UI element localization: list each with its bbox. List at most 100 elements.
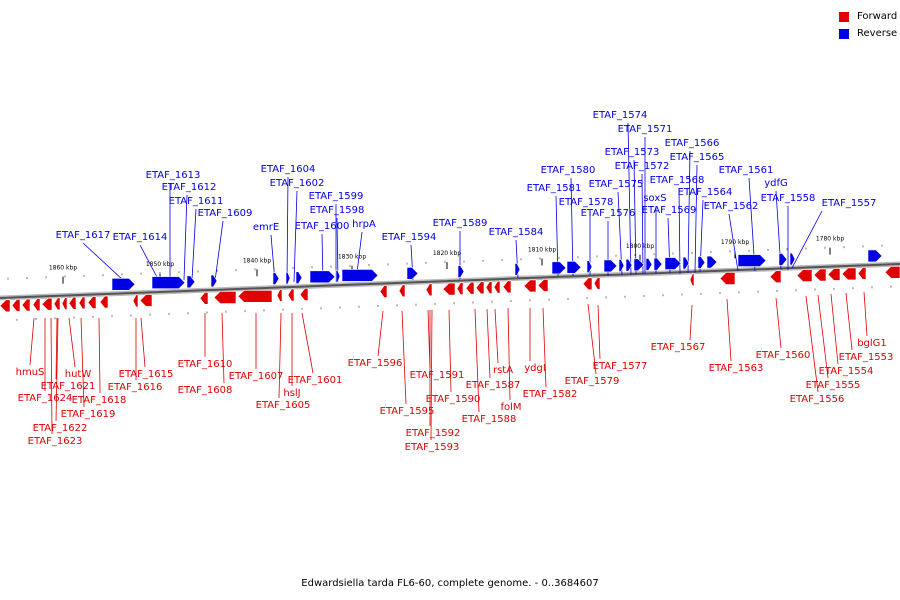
forward-gene-label: ETAF_1584 bbox=[489, 227, 544, 238]
leader-line bbox=[542, 307, 547, 388]
scale-ticks: 1860 kbp 1850 kbp 1840 kbp 1830 kbp 1820 kbp… bbox=[7, 236, 892, 321]
legend: Forward Reverse bbox=[839, 8, 897, 42]
forward-gene-label: ETAF_1573 bbox=[605, 147, 660, 158]
forward-gene-arrow bbox=[457, 265, 465, 278]
reverse-gene-arrow bbox=[841, 267, 857, 281]
reverse-gene-arrow bbox=[99, 295, 109, 309]
leader-line bbox=[687, 150, 691, 274]
reverse-gene-arrow bbox=[41, 297, 53, 311]
reverse-gene-arrow bbox=[87, 296, 97, 309]
forward-gene-label: ETAF_1571 bbox=[618, 124, 673, 135]
forward-gene-arrow bbox=[664, 257, 682, 270]
reverse-gene-arrow bbox=[465, 281, 475, 295]
leader-line bbox=[301, 312, 314, 374]
reverse-gene-arrow bbox=[287, 288, 295, 302]
forward-gene-arrow bbox=[697, 256, 706, 269]
forward-gene-arrow bbox=[514, 263, 521, 276]
reverse-gene-arrow bbox=[813, 268, 827, 282]
reverse-gene-label: ETAF_1615 bbox=[119, 369, 174, 380]
forward-gene-arrow bbox=[706, 255, 718, 269]
forward-gene-label: ETAF_1614 bbox=[113, 232, 168, 243]
leader-line bbox=[641, 173, 644, 275]
leader-line bbox=[430, 309, 433, 441]
reverse-gene-arrow bbox=[53, 297, 61, 311]
legend-item-forward: Forward bbox=[839, 8, 897, 25]
leader-line bbox=[286, 176, 289, 283]
reverse-gene-label: ETAF_1610 bbox=[178, 359, 233, 370]
forward-gene-arrow bbox=[111, 278, 136, 291]
leader-line bbox=[507, 307, 511, 401]
reverse-gene-arrow bbox=[769, 270, 782, 283]
forward-gene-label: ETAF_1612 bbox=[162, 182, 217, 193]
scale-tick-label: 1780 kbp bbox=[816, 236, 844, 243]
reverse-gene-label: ETAF_1595 bbox=[380, 406, 435, 417]
forward-gene-label: ETAF_1602 bbox=[270, 178, 325, 189]
forward-gene-arrow bbox=[566, 261, 582, 274]
forward-gene-label: ETAF_1576 bbox=[581, 208, 636, 219]
leader-line bbox=[293, 190, 298, 283]
leader-line bbox=[863, 291, 868, 337]
forward-gene-arrow bbox=[285, 271, 291, 285]
reverse-gene-arrow bbox=[398, 284, 406, 298]
reverse-gene-arrow bbox=[139, 294, 153, 307]
forward-gene-label: ETAF_1566 bbox=[665, 138, 720, 149]
reverse-gene-arrow bbox=[485, 281, 493, 294]
reverse-gene-label: folM bbox=[500, 402, 521, 413]
leader-line bbox=[139, 244, 159, 280]
reverse-gene-label: ETAF_1560 bbox=[756, 350, 811, 361]
forward-gene-label: emrE bbox=[253, 222, 279, 233]
reverse-gene-label: ETAF_1588 bbox=[462, 414, 517, 425]
forward-gene-label: ETAF_1600 bbox=[295, 221, 350, 232]
forward-gene-label: ETAF_1568 bbox=[650, 175, 705, 186]
scale-tick-label: 1820 kbp bbox=[433, 250, 461, 257]
reverse-gene-arrow bbox=[132, 294, 139, 308]
reverse-gene-arrow bbox=[32, 298, 41, 311]
reverse-gene-arrow bbox=[537, 279, 549, 292]
leader-line bbox=[817, 294, 829, 379]
reverse-gene-label: ETAF_1593 bbox=[405, 442, 460, 453]
reverse-gene-label: ETAF_1555 bbox=[806, 380, 861, 391]
reverse-gene-label: ETAF_1622 bbox=[33, 423, 88, 434]
reverse-gene-arrow bbox=[475, 281, 485, 295]
reverse-gene-label: ETAF_1624 bbox=[18, 393, 73, 404]
reverse-gene-arrow bbox=[582, 277, 593, 291]
reverse-gene-label: hutW bbox=[65, 369, 92, 380]
leader-line bbox=[633, 159, 637, 275]
forward-gene-label: ETAF_1574 bbox=[593, 110, 648, 121]
scale-tick-label: 1810 kbp bbox=[528, 247, 556, 254]
leader-line bbox=[214, 220, 224, 282]
leader-line bbox=[377, 310, 384, 357]
reverse-gene-label: ETAF_1623 bbox=[28, 436, 83, 447]
forward-swatch bbox=[839, 11, 849, 22]
leader-line bbox=[627, 122, 632, 276]
leader-line bbox=[140, 317, 146, 368]
leader-line bbox=[486, 308, 491, 379]
forward-gene-label: ydfG bbox=[764, 178, 788, 189]
forward-gene-arrow bbox=[210, 274, 218, 288]
reverse-gene-arrow bbox=[857, 267, 867, 280]
forward-gene-label: ETAF_1580 bbox=[541, 165, 596, 176]
forward-gene-label: ETAF_1613 bbox=[146, 170, 201, 181]
reverse-gene-arrow bbox=[493, 280, 501, 294]
forward-gene-label: ETAF_1609 bbox=[198, 208, 253, 219]
forward-gene-label: ETAF_1594 bbox=[382, 232, 437, 243]
reverse-gene-label: ETAF_1592 bbox=[406, 428, 461, 439]
reverse-gene-arrow bbox=[11, 299, 21, 312]
forward-gene-arrow bbox=[341, 269, 379, 282]
reverse-gene-arrow bbox=[68, 296, 77, 310]
forward-gene-label: ETAF_1617 bbox=[56, 230, 111, 241]
legend-item-reverse: Reverse bbox=[839, 25, 897, 42]
forward-gene-arrow bbox=[633, 258, 645, 272]
reverse-gene-label: ETAF_1605 bbox=[256, 400, 311, 411]
leader-line bbox=[55, 317, 59, 422]
reverse-gene-label: ETAF_1553 bbox=[839, 352, 894, 363]
leader-line bbox=[694, 164, 698, 274]
forward-gene-label: ETAF_1604 bbox=[261, 164, 316, 175]
reverse-gene-label: ETAF_1621 bbox=[41, 381, 96, 392]
reverse-label: Reverse bbox=[857, 28, 898, 39]
leader-line bbox=[805, 295, 819, 393]
leader-line bbox=[830, 293, 839, 365]
reverse-swatch bbox=[839, 28, 849, 39]
reverse-gene-label: ETAF_1554 bbox=[819, 366, 874, 377]
